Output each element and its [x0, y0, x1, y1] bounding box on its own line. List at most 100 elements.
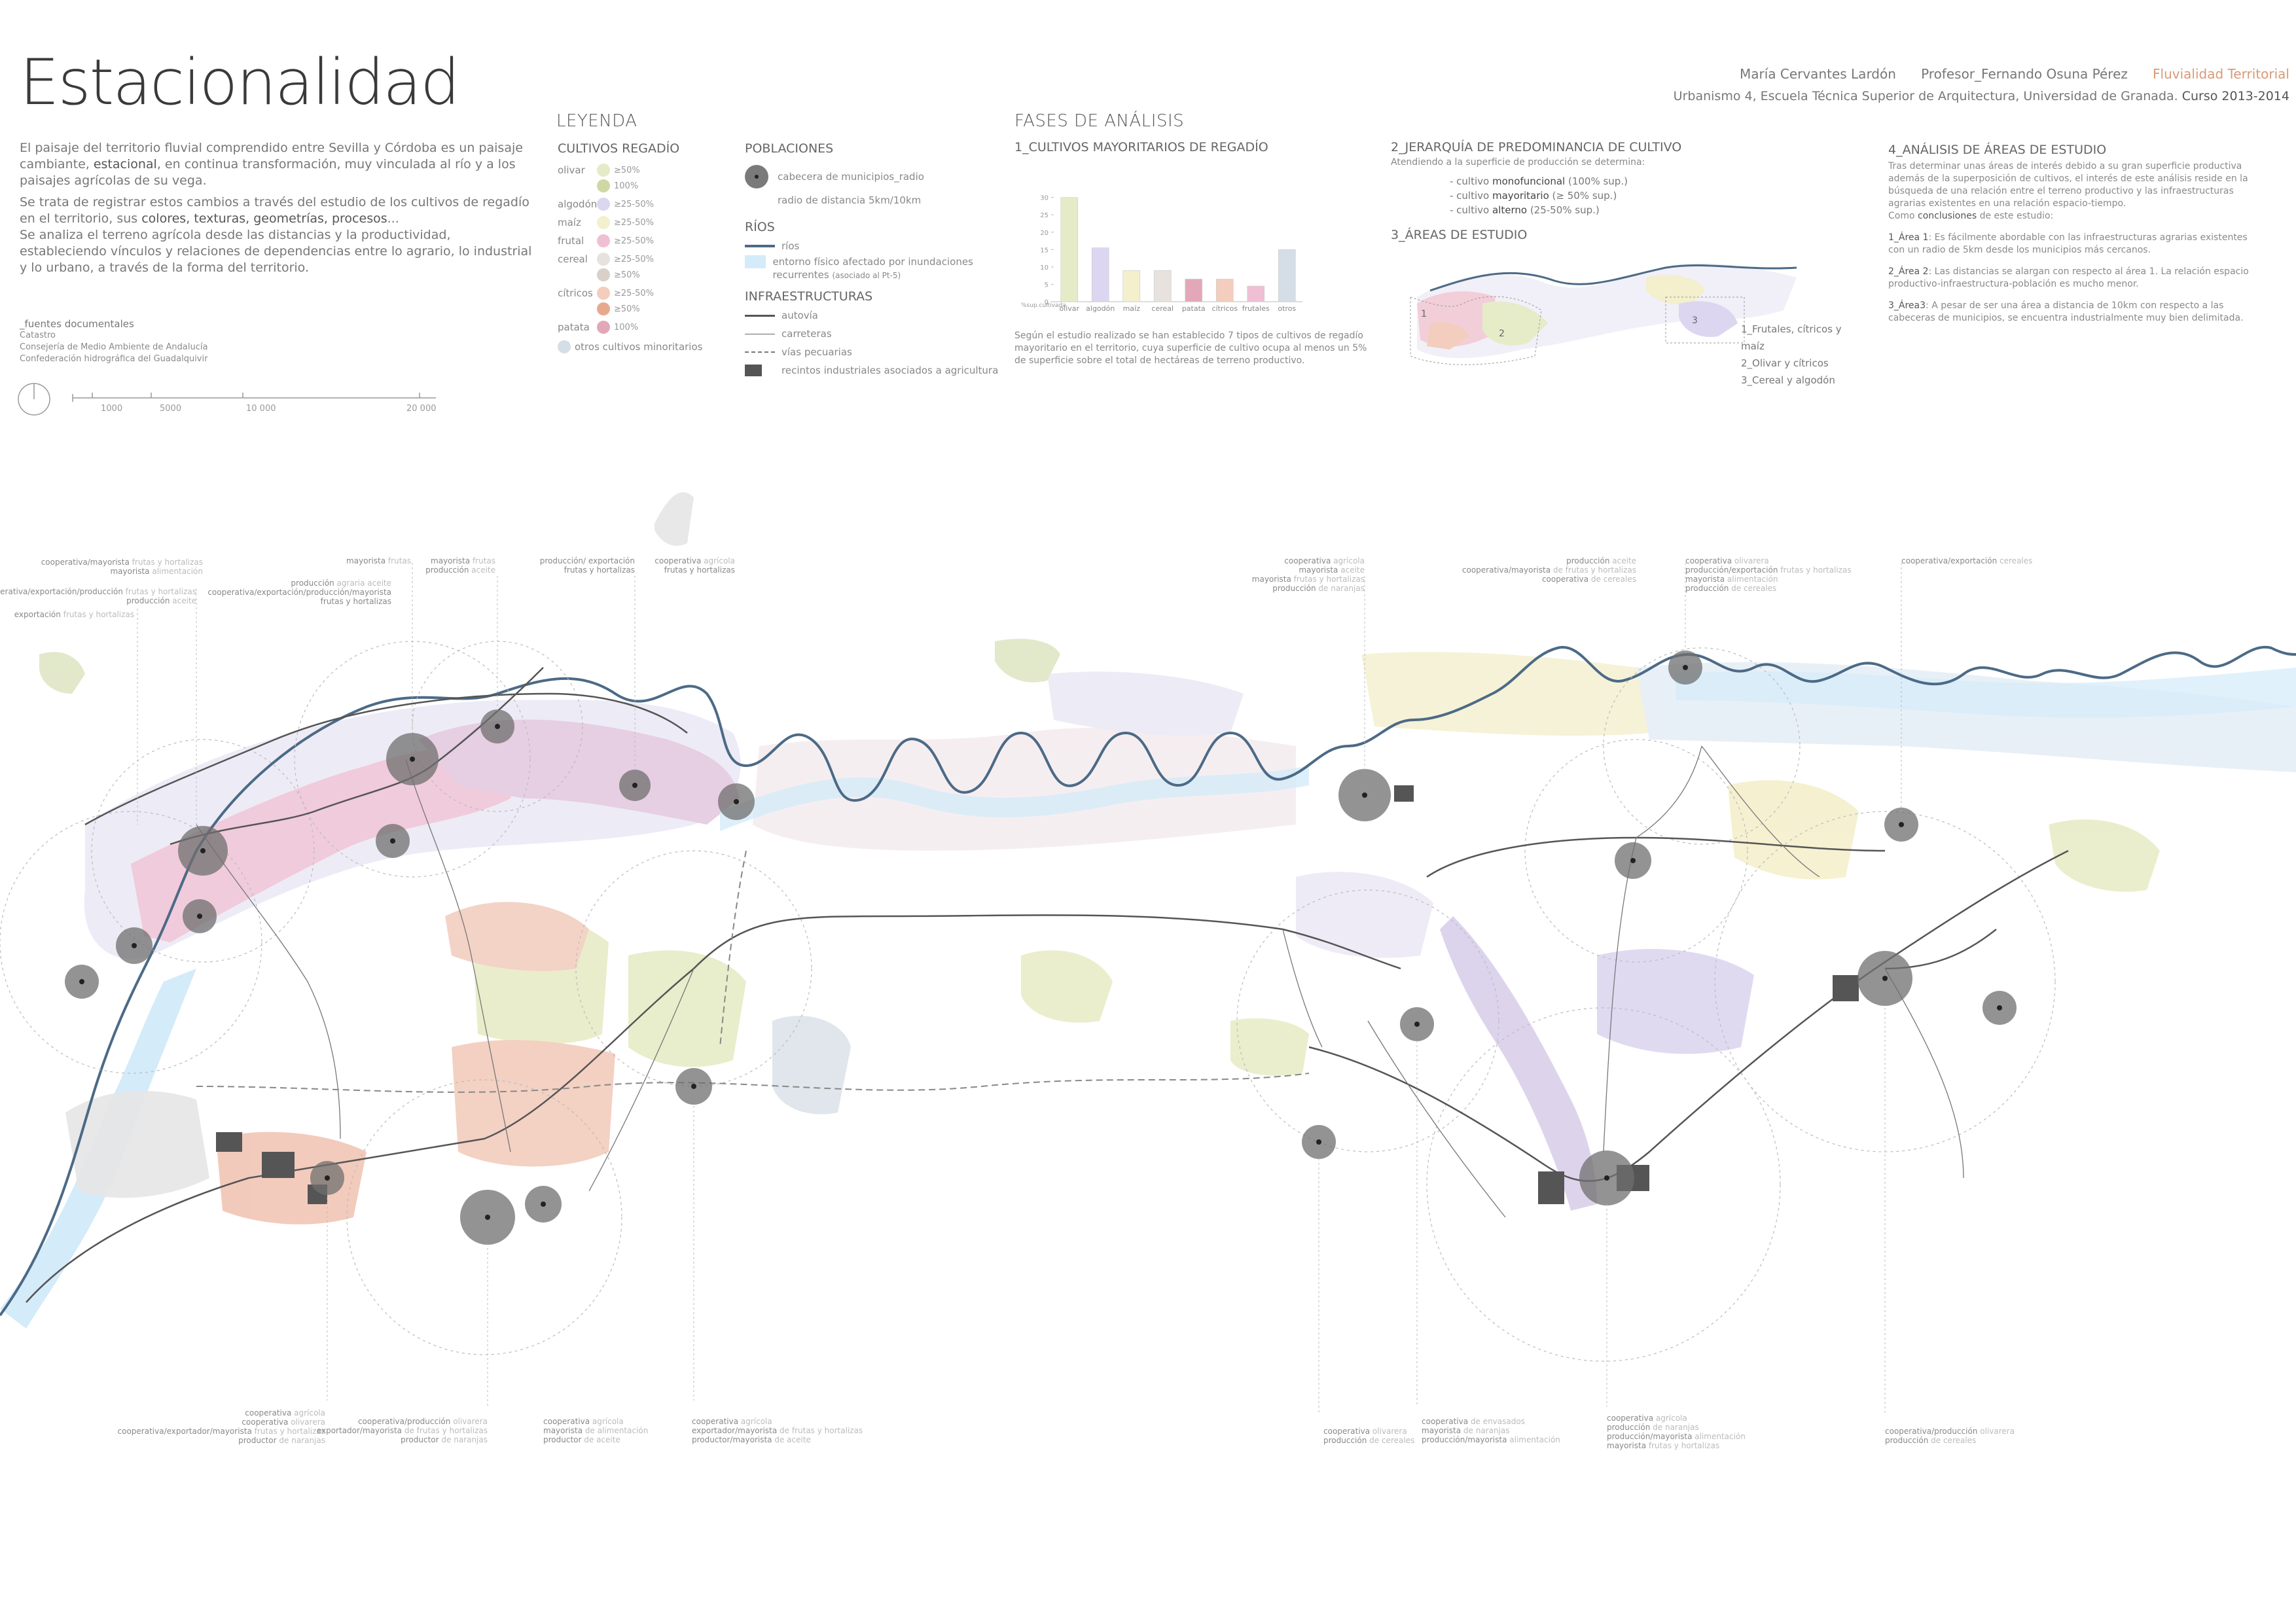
- crop-swatch: [597, 268, 610, 281]
- course-name: Urbanismo 4: [1673, 89, 1753, 103]
- step4-text: Tras determinar unas áreas de interés de…: [1888, 161, 2248, 209]
- crop-name: patata: [558, 321, 590, 333]
- step4-heading: 4_ANÁLISIS DE ÁREAS DE ESTUDIO: [1888, 143, 2107, 157]
- municipality-icon: [386, 733, 439, 785]
- crop-swatch: [597, 287, 610, 300]
- industrial-areas: [216, 785, 1859, 1204]
- flood-swatch: [745, 255, 766, 268]
- municipality-icon: [178, 826, 228, 876]
- municipality-icon: [1982, 991, 2017, 1025]
- map-note-bottom: cooperativa olivarera producción de cerea…: [1323, 1427, 1415, 1445]
- crop-level-label: 100%: [614, 322, 639, 332]
- sources-block: _fuentes documentales Catastro Consejerí…: [20, 318, 207, 365]
- intro-p3: Se analiza el terreno agrícola desde las…: [20, 228, 532, 275]
- chart-caption: Según el estudio realizado se han establ…: [1014, 330, 1367, 366]
- crop-level: 100%: [597, 178, 640, 194]
- crop-name: maíz: [558, 217, 581, 228]
- map-note-top: cooperativa agrícola mayorista aceite mayo…: [1251, 556, 1365, 593]
- crop-level-label: ≥25-50%: [614, 288, 655, 298]
- flood-label: entorno físico afectado por inundaciones…: [772, 256, 973, 281]
- crop-legend-item: cítricos ≥25-50% ≥50%: [558, 285, 702, 317]
- area-item: 2_Olivar y cítricos: [1741, 357, 1829, 369]
- map-note-top: mayorista frutas: [346, 556, 411, 565]
- author-block: María Cervantes Lardón Profesor_Fernando…: [1674, 63, 2289, 107]
- map-note-top: cooperativa/exportación/producción fruta…: [0, 587, 196, 605]
- bar-maíz: [1122, 270, 1141, 302]
- map-note-top: cooperativa olivarera producción/exportac…: [1685, 556, 1852, 593]
- crop-legend-item: cereal ≥25-50% ≥50%: [558, 251, 702, 283]
- highway-line-icon: [745, 314, 775, 317]
- crops-heading: CULTIVOS REGADÍO: [558, 141, 680, 156]
- map-note-top: producción aceite cooperativa/mayorista d…: [1462, 556, 1636, 584]
- map-note-top: exportación frutas y hortalizas: [14, 610, 134, 619]
- step2-heading: 2_JERARQUÍA DE PREDOMINANCIA DE CULTIVO: [1391, 140, 1682, 154]
- student-name: María Cervantes Lardón: [1739, 66, 1896, 82]
- crop-level: ≥50%: [597, 162, 640, 178]
- source-item: Consejería de Medio Ambiente de Andalucí…: [20, 342, 208, 352]
- municipality-icon: [1668, 651, 1702, 685]
- source-item: Catastro: [20, 330, 56, 340]
- pop-radius-label: radio de distancia 5km/10km: [778, 194, 922, 206]
- map-note-bottom: cooperativa agrícola mayorista de aliment…: [543, 1417, 649, 1444]
- municipality-icon: [525, 1186, 562, 1222]
- y-tick-label: 20: [1040, 230, 1049, 237]
- area-note: 2_Área 2: Las distancias se alargan con …: [1888, 266, 2249, 289]
- crop-level: ≥25-50%: [597, 251, 654, 267]
- step2-text: Atendiendo a la superficie de producción…: [1391, 157, 1645, 168]
- map-note-top: cooperativa/mayorista frutas y hortaliza…: [41, 558, 203, 576]
- map-note-top: cooperativa agrícola frutas y hortalizas: [655, 556, 735, 575]
- minor-crops-swatch: [558, 340, 571, 353]
- industrial-swatch: [745, 365, 762, 376]
- populations-heading: POBLACIONES: [745, 141, 834, 156]
- bar-frutales: [1247, 285, 1265, 302]
- municipality-icon: [1338, 769, 1391, 821]
- crop-name: olivar: [558, 164, 585, 176]
- rivers-label: ríos: [781, 240, 800, 252]
- infra-heading: INFRAESTRUCTURAS: [745, 289, 873, 304]
- municipality-icon: [65, 965, 99, 999]
- crop-level: ≥25-50%: [597, 233, 654, 249]
- cattle-tracks: [196, 850, 1310, 1093]
- flood-note: (asociado al Pt-5): [832, 271, 901, 280]
- crop-swatch: [597, 302, 610, 315]
- bar-algodón: [1091, 247, 1109, 302]
- crop-swatch: [597, 198, 610, 211]
- bar-cereal: [1153, 270, 1172, 302]
- municipality-icon: [183, 899, 217, 933]
- bar-cítricos: [1215, 279, 1234, 302]
- bar-label: olivar: [1059, 304, 1079, 313]
- municipality-icon: [376, 824, 410, 858]
- crop-legend-item: maíz ≥25-50%: [558, 215, 702, 230]
- crop-name: frutal: [558, 235, 584, 247]
- municipality-icon: [116, 927, 152, 964]
- analysis-panel: 4_ANÁLISIS DE ÁREAS DE ESTUDIO Tras dete…: [1888, 144, 2255, 334]
- step4-conclusion: Como: [1888, 211, 1918, 221]
- municipality-icon: [1400, 1007, 1434, 1041]
- intro-p1-end: , en continua transformación, muy vincul…: [20, 157, 516, 188]
- crop-legend: olivar ≥50% 100% algodón ≥25-50% maíz ≥25-50% f…: [558, 162, 702, 335]
- map-note-top: cooperativa/exportación cereales: [1901, 556, 2033, 565]
- step4-conclusion-end: de este estudio:: [1977, 211, 2054, 221]
- crop-level-label: ≥50%: [614, 165, 640, 175]
- phases-heading: FASES DE ANÁLISIS: [1014, 111, 1185, 131]
- infra-label: vías pecuarias: [781, 346, 852, 358]
- municipality-icon: [310, 1161, 344, 1195]
- legend-heading: LEYENDA: [556, 111, 637, 131]
- crop-level: ≥50%: [597, 301, 654, 317]
- professor-name: Profesor_Fernando Osuna Pérez: [1921, 66, 2128, 82]
- map-note-bottom: cooperativa agrícola cooperativa olivarer…: [117, 1408, 325, 1445]
- step4-conclusion-keyword: conclusiones: [1918, 211, 1977, 221]
- map-note-bottom: cooperativa agrícola producción de naranj…: [1607, 1414, 1746, 1450]
- crop-level-label: ≥25-50%: [614, 236, 655, 246]
- project-name: Fluvialidad Territorial: [2153, 66, 2289, 82]
- y-tick-label: 5: [1045, 281, 1049, 289]
- crop-level: 100%: [597, 319, 638, 335]
- area-map-label: 2: [1499, 329, 1505, 339]
- crop-level-label: ≥50%: [614, 270, 640, 280]
- crop-swatch: [597, 253, 610, 266]
- crop-legend-item: algodón ≥25-50%: [558, 196, 702, 212]
- crop-level: ≥25-50%: [597, 215, 654, 230]
- source-item: Confederación hidrográfica del Guadalqui…: [20, 354, 208, 364]
- territory-map: [0, 492, 2296, 1414]
